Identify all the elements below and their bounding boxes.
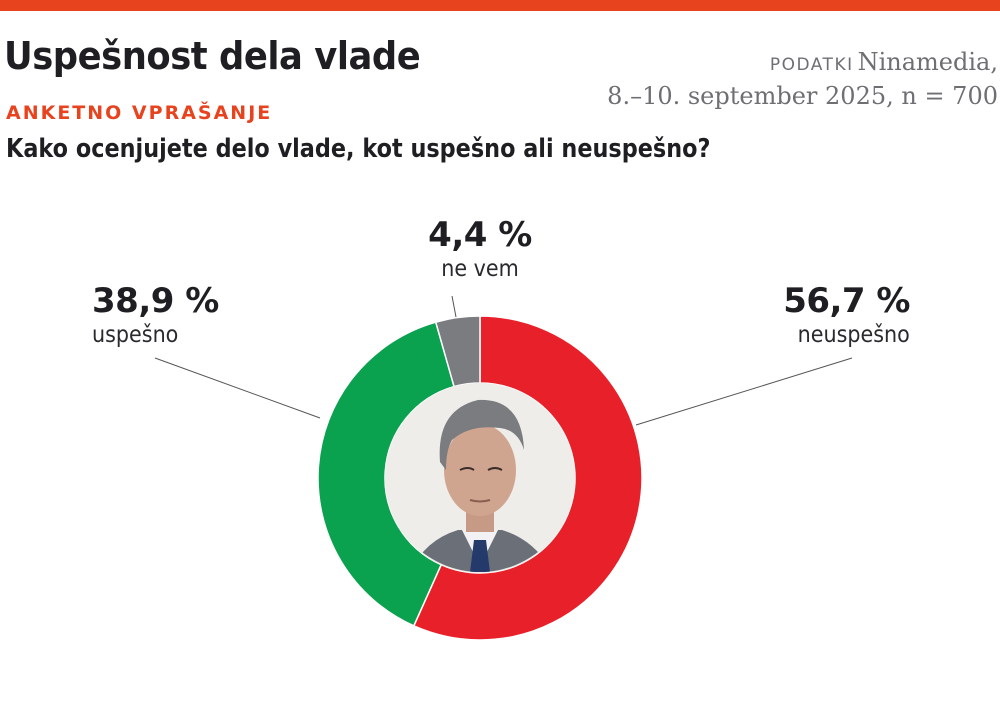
label-ne-vem: 4,4 % ne vem — [405, 216, 555, 284]
donut-slices — [317, 315, 643, 641]
source-label: PODATKI — [769, 55, 854, 75]
category-ne-vem: ne vem — [441, 256, 519, 282]
category-uspesno: uspešno — [92, 322, 179, 348]
top-accent-bar — [0, 0, 1000, 11]
portrait-photo — [410, 399, 552, 572]
leader-line-ne-vem — [451, 295, 457, 318]
survey-question-kicker: ANKETNO VPRAŠANJE — [6, 102, 273, 124]
source-name: Ninamedia, — [857, 48, 998, 76]
leader-line-uspesno — [154, 357, 321, 419]
survey-question: Kako ocenjujete delo vlade, kot uspešno … — [6, 134, 711, 164]
label-neuspesno: 56,7 % neuspešno — [783, 282, 910, 350]
leader-line-neuspesno — [635, 357, 853, 426]
source-credit: PODATKI Ninamedia, 8.–10. september 2025,… — [607, 47, 998, 112]
value-neuspesno: 56,7 % — [783, 281, 910, 321]
chart-title: Uspešnost dela vlade — [4, 34, 421, 78]
source-details: 8.–10. september 2025, n = 700 — [607, 82, 998, 110]
value-uspesno: 38,9 % — [92, 281, 219, 321]
label-uspesno: 38,9 % uspešno — [92, 282, 219, 350]
category-neuspesno: neuspešno — [797, 322, 910, 348]
value-ne-vem: 4,4 % — [428, 215, 532, 255]
